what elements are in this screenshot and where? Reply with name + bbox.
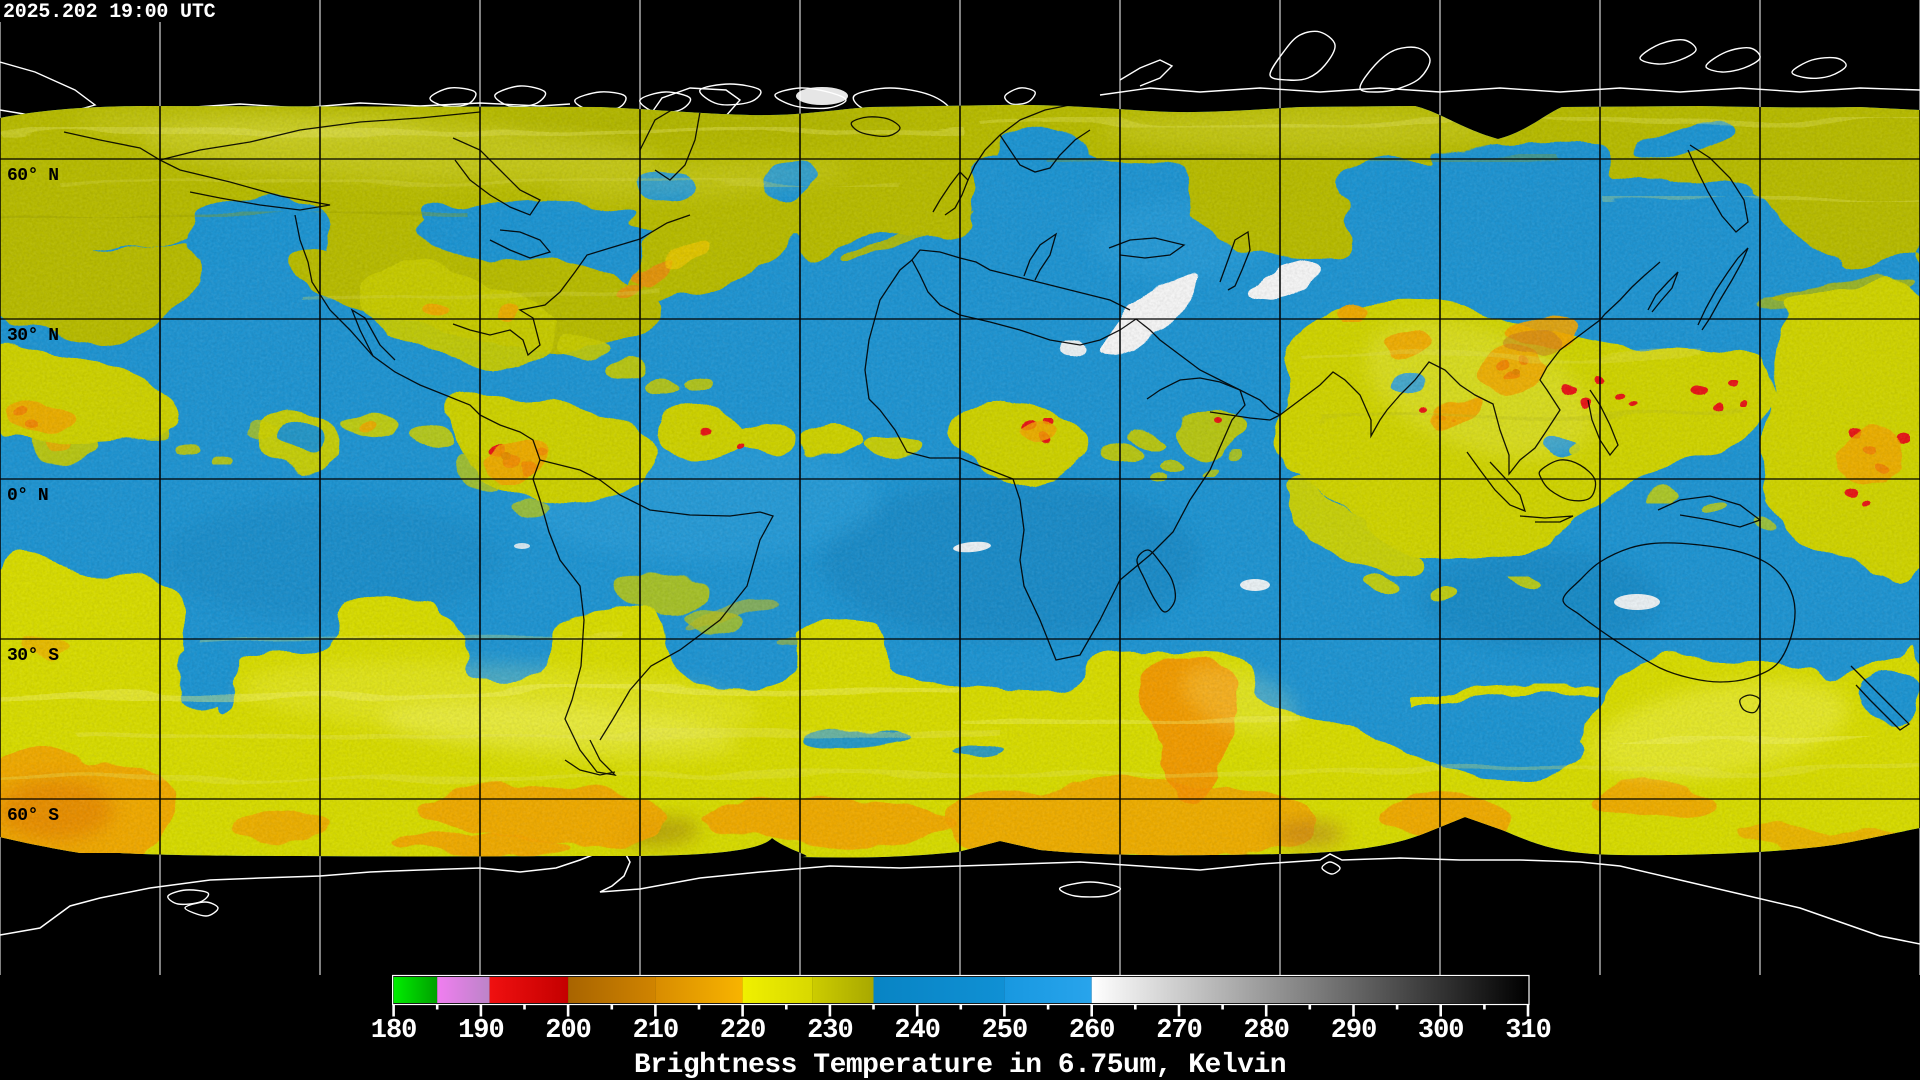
svg-text:260: 260 bbox=[1069, 1016, 1115, 1046]
svg-text:Brightness Temperature in 6.75: Brightness Temperature in 6.75um, Kelvin bbox=[634, 1050, 1286, 1080]
svg-text:220: 220 bbox=[720, 1016, 766, 1046]
svg-text:300: 300 bbox=[1418, 1016, 1464, 1046]
svg-text:270: 270 bbox=[1156, 1016, 1202, 1046]
svg-text:210: 210 bbox=[633, 1016, 679, 1046]
svg-text:310: 310 bbox=[1505, 1016, 1551, 1046]
svg-text:0° N: 0° N bbox=[7, 486, 48, 506]
svg-text:250: 250 bbox=[982, 1016, 1028, 1046]
svg-text:280: 280 bbox=[1243, 1016, 1289, 1046]
svg-text:60° S: 60° S bbox=[7, 806, 59, 826]
svg-text:190: 190 bbox=[458, 1016, 504, 1046]
svg-text:240: 240 bbox=[894, 1016, 940, 1046]
svg-text:180: 180 bbox=[371, 1016, 417, 1046]
svg-text:30° S: 30° S bbox=[7, 646, 59, 666]
svg-text:60° N: 60° N bbox=[7, 166, 59, 186]
svg-text:2025.202 19:00 UTC: 2025.202 19:00 UTC bbox=[3, 1, 216, 24]
svg-text:290: 290 bbox=[1331, 1016, 1377, 1046]
svg-text:230: 230 bbox=[807, 1016, 853, 1046]
svg-text:200: 200 bbox=[545, 1016, 591, 1046]
svg-text:30° N: 30° N bbox=[7, 326, 59, 346]
